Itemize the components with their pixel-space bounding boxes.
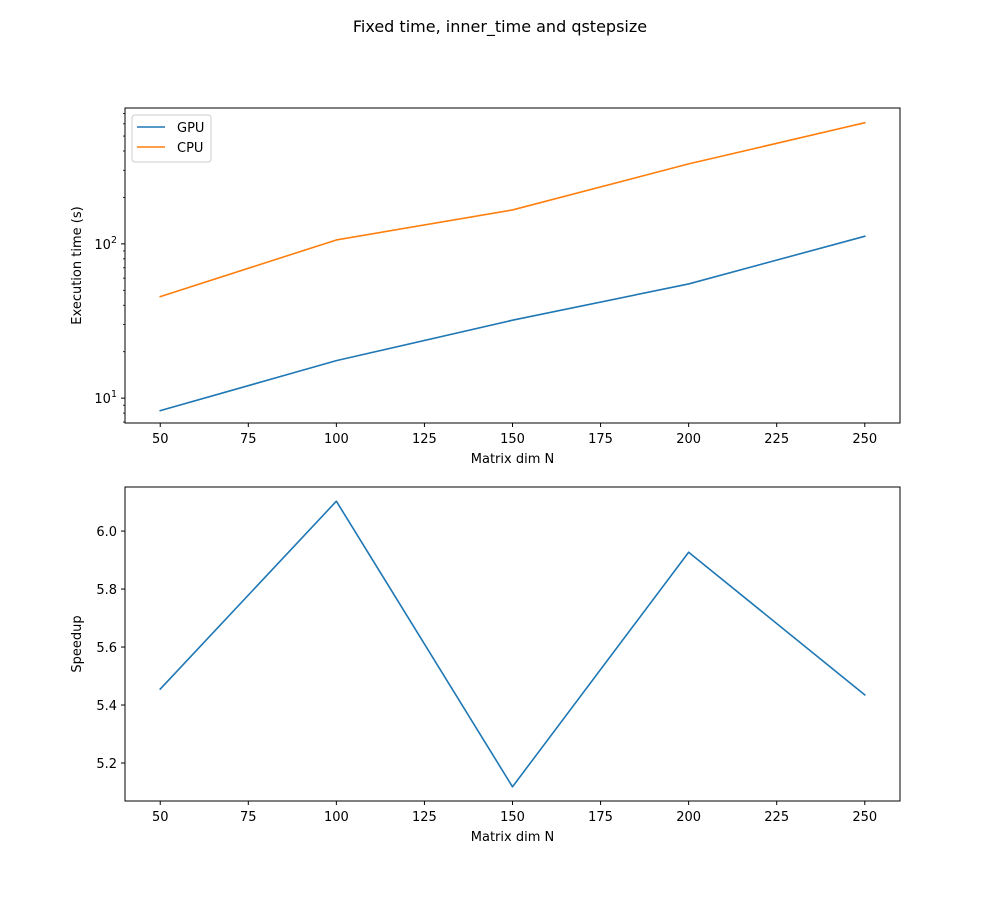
x-tick-label: 75 <box>240 432 257 447</box>
x-tick-label: 175 <box>588 810 613 825</box>
x-tick-label: 250 <box>852 810 877 825</box>
series-line-gpu <box>159 235 866 412</box>
y-tick-label: 6.0 <box>96 525 117 540</box>
y-axis-ticks: 5.2 5.4 5.6 5.8 6.0 <box>96 525 125 772</box>
x-tick-label: 225 <box>764 432 789 447</box>
y-axis-ticks: 101 102 <box>94 113 125 423</box>
x-tick-label: 250 <box>852 432 877 447</box>
series-lines <box>159 121 866 412</box>
x-tick-label: 50 <box>152 810 169 825</box>
x-tick-label: 75 <box>240 810 257 825</box>
x-tick-label: 100 <box>324 432 349 447</box>
x-tick-label: 125 <box>412 810 437 825</box>
x-tick-label: 50 <box>152 432 169 447</box>
y-tick-label: 5.6 <box>96 641 117 656</box>
x-axis-label: Matrix dim N <box>471 830 554 845</box>
legend-label-gpu: GPU <box>177 121 204 136</box>
y-tick-label: 5.4 <box>96 699 117 714</box>
execution-time-panel: 50 75 100 125 150 175 200 225 250 101 102 Matrix … <box>70 107 901 467</box>
x-axis-label: Matrix dim N <box>471 452 554 467</box>
x-tick-label: 200 <box>676 432 701 447</box>
y-tick-label: 101 <box>94 389 117 407</box>
y-tick-label: 5.2 <box>96 757 117 772</box>
x-axis-ticks: 50 75 100 125 150 175 200 225 250 <box>152 423 877 447</box>
series-lines <box>159 500 866 788</box>
y-tick-label: 5.8 <box>96 583 117 598</box>
y-axis-label: Execution time (s) <box>70 206 85 324</box>
y-tick-label: 102 <box>94 235 117 253</box>
x-tick-label: 225 <box>764 810 789 825</box>
x-tick-label: 150 <box>500 432 525 447</box>
x-axis-ticks: 50 75 100 125 150 175 200 225 250 <box>152 801 877 825</box>
x-tick-label: 200 <box>676 810 701 825</box>
y-axis-label: Speedup <box>70 615 85 672</box>
x-tick-label: 100 <box>324 810 349 825</box>
legend-label-cpu: CPU <box>177 141 203 156</box>
x-tick-label: 125 <box>412 432 437 447</box>
figure-title: Fixed time, inner_time and qstepsize <box>353 17 647 37</box>
legend: GPU CPU <box>131 114 212 163</box>
series-line-speedup <box>159 500 866 788</box>
x-tick-label: 150 <box>500 810 525 825</box>
series-line-cpu <box>159 121 866 298</box>
x-tick-label: 175 <box>588 432 613 447</box>
speedup-panel: 50 75 100 125 150 175 200 225 250 5.2 5.4 5.6 5.8 6.… <box>70 486 901 845</box>
